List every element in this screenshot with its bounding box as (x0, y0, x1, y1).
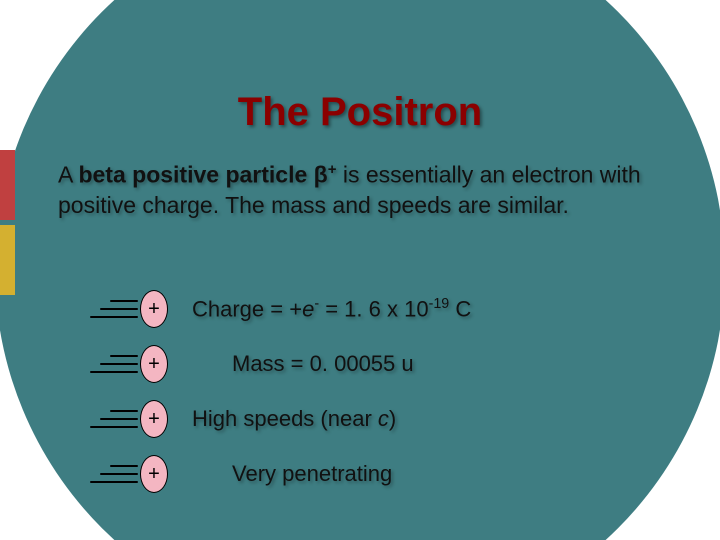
motion-line (90, 371, 138, 373)
positron-icon: + (140, 290, 168, 328)
t: c (378, 406, 389, 431)
positron-plus: + (148, 353, 160, 376)
slide-title: The Positron (0, 90, 720, 135)
motion-lines-icon (90, 300, 138, 318)
intro-symbol: β (314, 162, 328, 188)
bullet-text-speeds: High speeds (near c) (192, 406, 396, 432)
motion-line (90, 316, 138, 318)
positron-plus: + (148, 408, 160, 431)
motion-line (110, 410, 138, 412)
bullet-text-charge: Charge = +e- = 1. 6 x 10-19 C (192, 296, 471, 322)
motion-line (110, 465, 138, 467)
sidebar-accent-yellow (0, 225, 15, 295)
intro-paragraph: A beta positive particle β+ is essential… (58, 160, 658, 220)
motion-lines-icon (90, 465, 138, 483)
positron-icon: + (140, 400, 168, 438)
sidebar-accent-red (0, 150, 15, 220)
positron-plus: + (148, 298, 160, 321)
motion-line (100, 418, 138, 420)
bullet-text-mass: Mass = 0. 00055 u (232, 351, 414, 377)
positron-icon: + (140, 345, 168, 383)
motion-line (100, 473, 138, 475)
motion-line (90, 481, 138, 483)
motion-line (90, 426, 138, 428)
bullet-row-charge: + Charge = +e- = 1. 6 x 10-19 C (90, 290, 471, 328)
motion-line (110, 355, 138, 357)
positron-icon: + (140, 455, 168, 493)
t: Charge = + (192, 296, 302, 321)
t: High speeds (near (192, 406, 378, 431)
t: -19 (429, 296, 450, 312)
slide: The Positron A beta positive particle β+… (0, 0, 720, 540)
bullet-row-mass: + Mass = 0. 00055 u (90, 345, 414, 383)
motion-line (110, 300, 138, 302)
t: ) (389, 406, 396, 431)
bullet-text-penetrating: Very penetrating (232, 461, 392, 487)
t: C (449, 296, 471, 321)
bullet-row-speeds: + High speeds (near c) (90, 400, 396, 438)
intro-bold: beta positive particle (78, 162, 313, 188)
bullet-row-penetrating: + Very penetrating (90, 455, 392, 493)
motion-lines-icon (90, 355, 138, 373)
t: e (302, 296, 314, 321)
positron-plus: + (148, 463, 160, 486)
t: = 1. 6 x 10 (319, 296, 428, 321)
motion-lines-icon (90, 410, 138, 428)
motion-line (100, 363, 138, 365)
intro-pre: A (58, 162, 78, 188)
motion-line (100, 308, 138, 310)
